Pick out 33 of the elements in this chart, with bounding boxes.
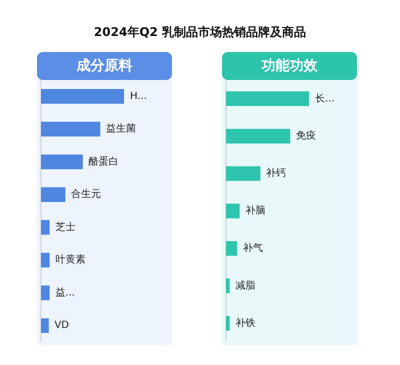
y-tick-label: 叶黄素 [55,254,86,266]
y-tick-label: 长... [315,92,335,104]
chart-subtitle: 功能功效 [222,52,357,80]
bar [41,252,50,268]
bar [41,220,50,235]
y-tick-label: 补钙 [266,167,286,180]
y-tick-label: H... [130,90,147,102]
y-tick-label: VD [54,320,70,332]
bar [226,241,238,256]
bar [226,278,230,294]
y-tick-label: 免疫 [296,130,316,142]
bar [226,166,260,181]
y-tick-label: 补脑 [245,204,266,217]
bar [41,187,66,202]
y-tick-label: 补铁 [235,316,256,329]
y-tick-label: 酪蛋白 [88,155,118,168]
y-tick-label: 益... [55,286,75,298]
bar [41,89,124,104]
bar [41,122,100,136]
y-tick-label: 益生菌 [106,122,136,135]
bar [41,318,49,333]
bar [226,91,309,106]
bar [41,154,83,170]
y-tick-label: 芝士 [55,220,76,233]
text: 2024年Q2 乳制品市场热销品牌及商品 [92,24,308,41]
y-tick-label: 合生元 [71,188,102,200]
bar [226,204,240,218]
y-tick-label: 补气 [242,242,263,254]
bar [226,316,230,331]
y-tick-label: 减脂 [235,279,256,292]
bar [41,286,50,300]
chart-subtitle: 成分原料 [37,52,172,80]
bar [226,128,290,144]
